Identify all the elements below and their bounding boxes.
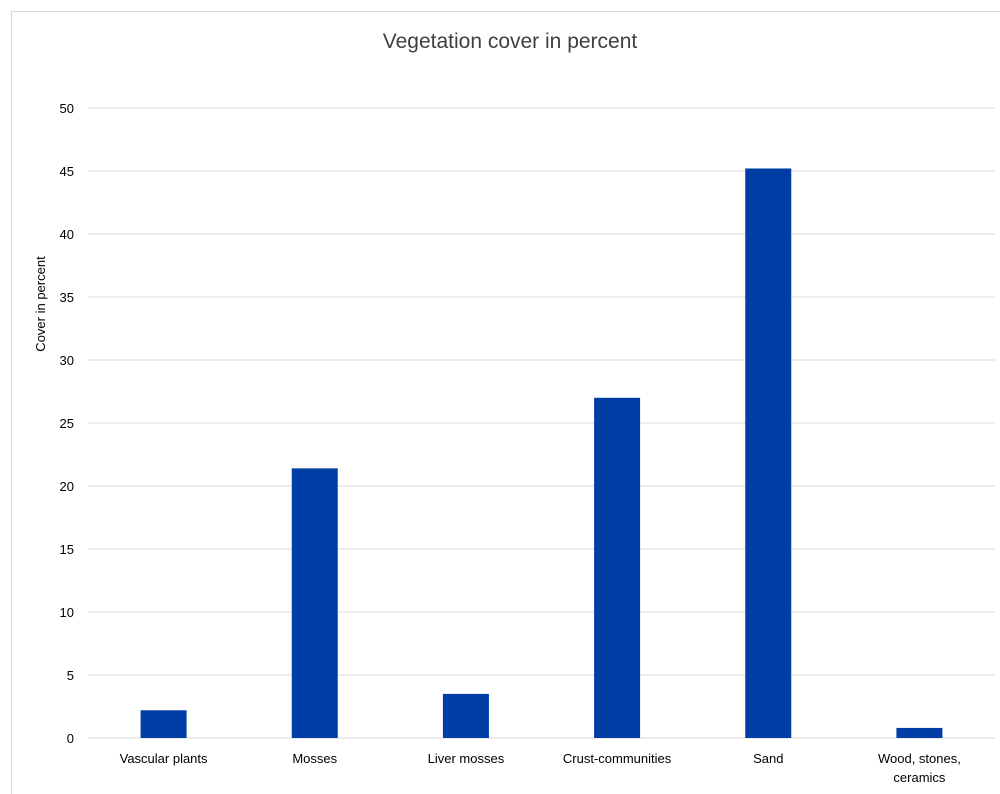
y-tick-label: 0	[67, 731, 74, 746]
bar	[291, 468, 338, 738]
y-tick-label: 35	[60, 290, 74, 305]
chart-title: Vegetation cover in percent	[383, 30, 638, 53]
bar	[442, 693, 489, 738]
x-tick-label: Vascular plants	[120, 751, 208, 766]
y-tick-label: 20	[60, 479, 74, 494]
x-tick-label: Sand	[753, 751, 783, 766]
chart-frame	[11, 11, 1000, 794]
y-tick-label: 10	[60, 605, 74, 620]
bar	[745, 168, 792, 739]
bar	[594, 397, 641, 738]
bar	[140, 710, 187, 738]
bar	[896, 727, 943, 738]
x-tick-label: Mosses	[292, 751, 337, 766]
y-axis-title: Cover in percent	[33, 256, 48, 352]
x-tick-label: Liver mosses	[428, 751, 505, 766]
y-tick-label: 45	[60, 164, 74, 179]
y-tick-label: 40	[60, 227, 74, 242]
y-tick-label: 50	[60, 101, 74, 116]
gridlines	[88, 107, 995, 739]
y-axis-ticks: 0 5 10 15 20 25 30 35 40 45 50	[60, 101, 74, 746]
x-tick-label: Crust-communities	[563, 751, 672, 766]
x-tick-label: Wood, stones, ceramics	[878, 751, 961, 785]
y-tick-label: 25	[60, 416, 74, 431]
bars	[140, 168, 943, 739]
y-tick-label: 30	[60, 353, 74, 368]
x-axis-ticks: Vascular plants Mosses Liver mosses Crust-c…	[120, 751, 961, 785]
y-tick-label: 15	[60, 542, 74, 557]
y-tick-label: 5	[67, 668, 74, 683]
